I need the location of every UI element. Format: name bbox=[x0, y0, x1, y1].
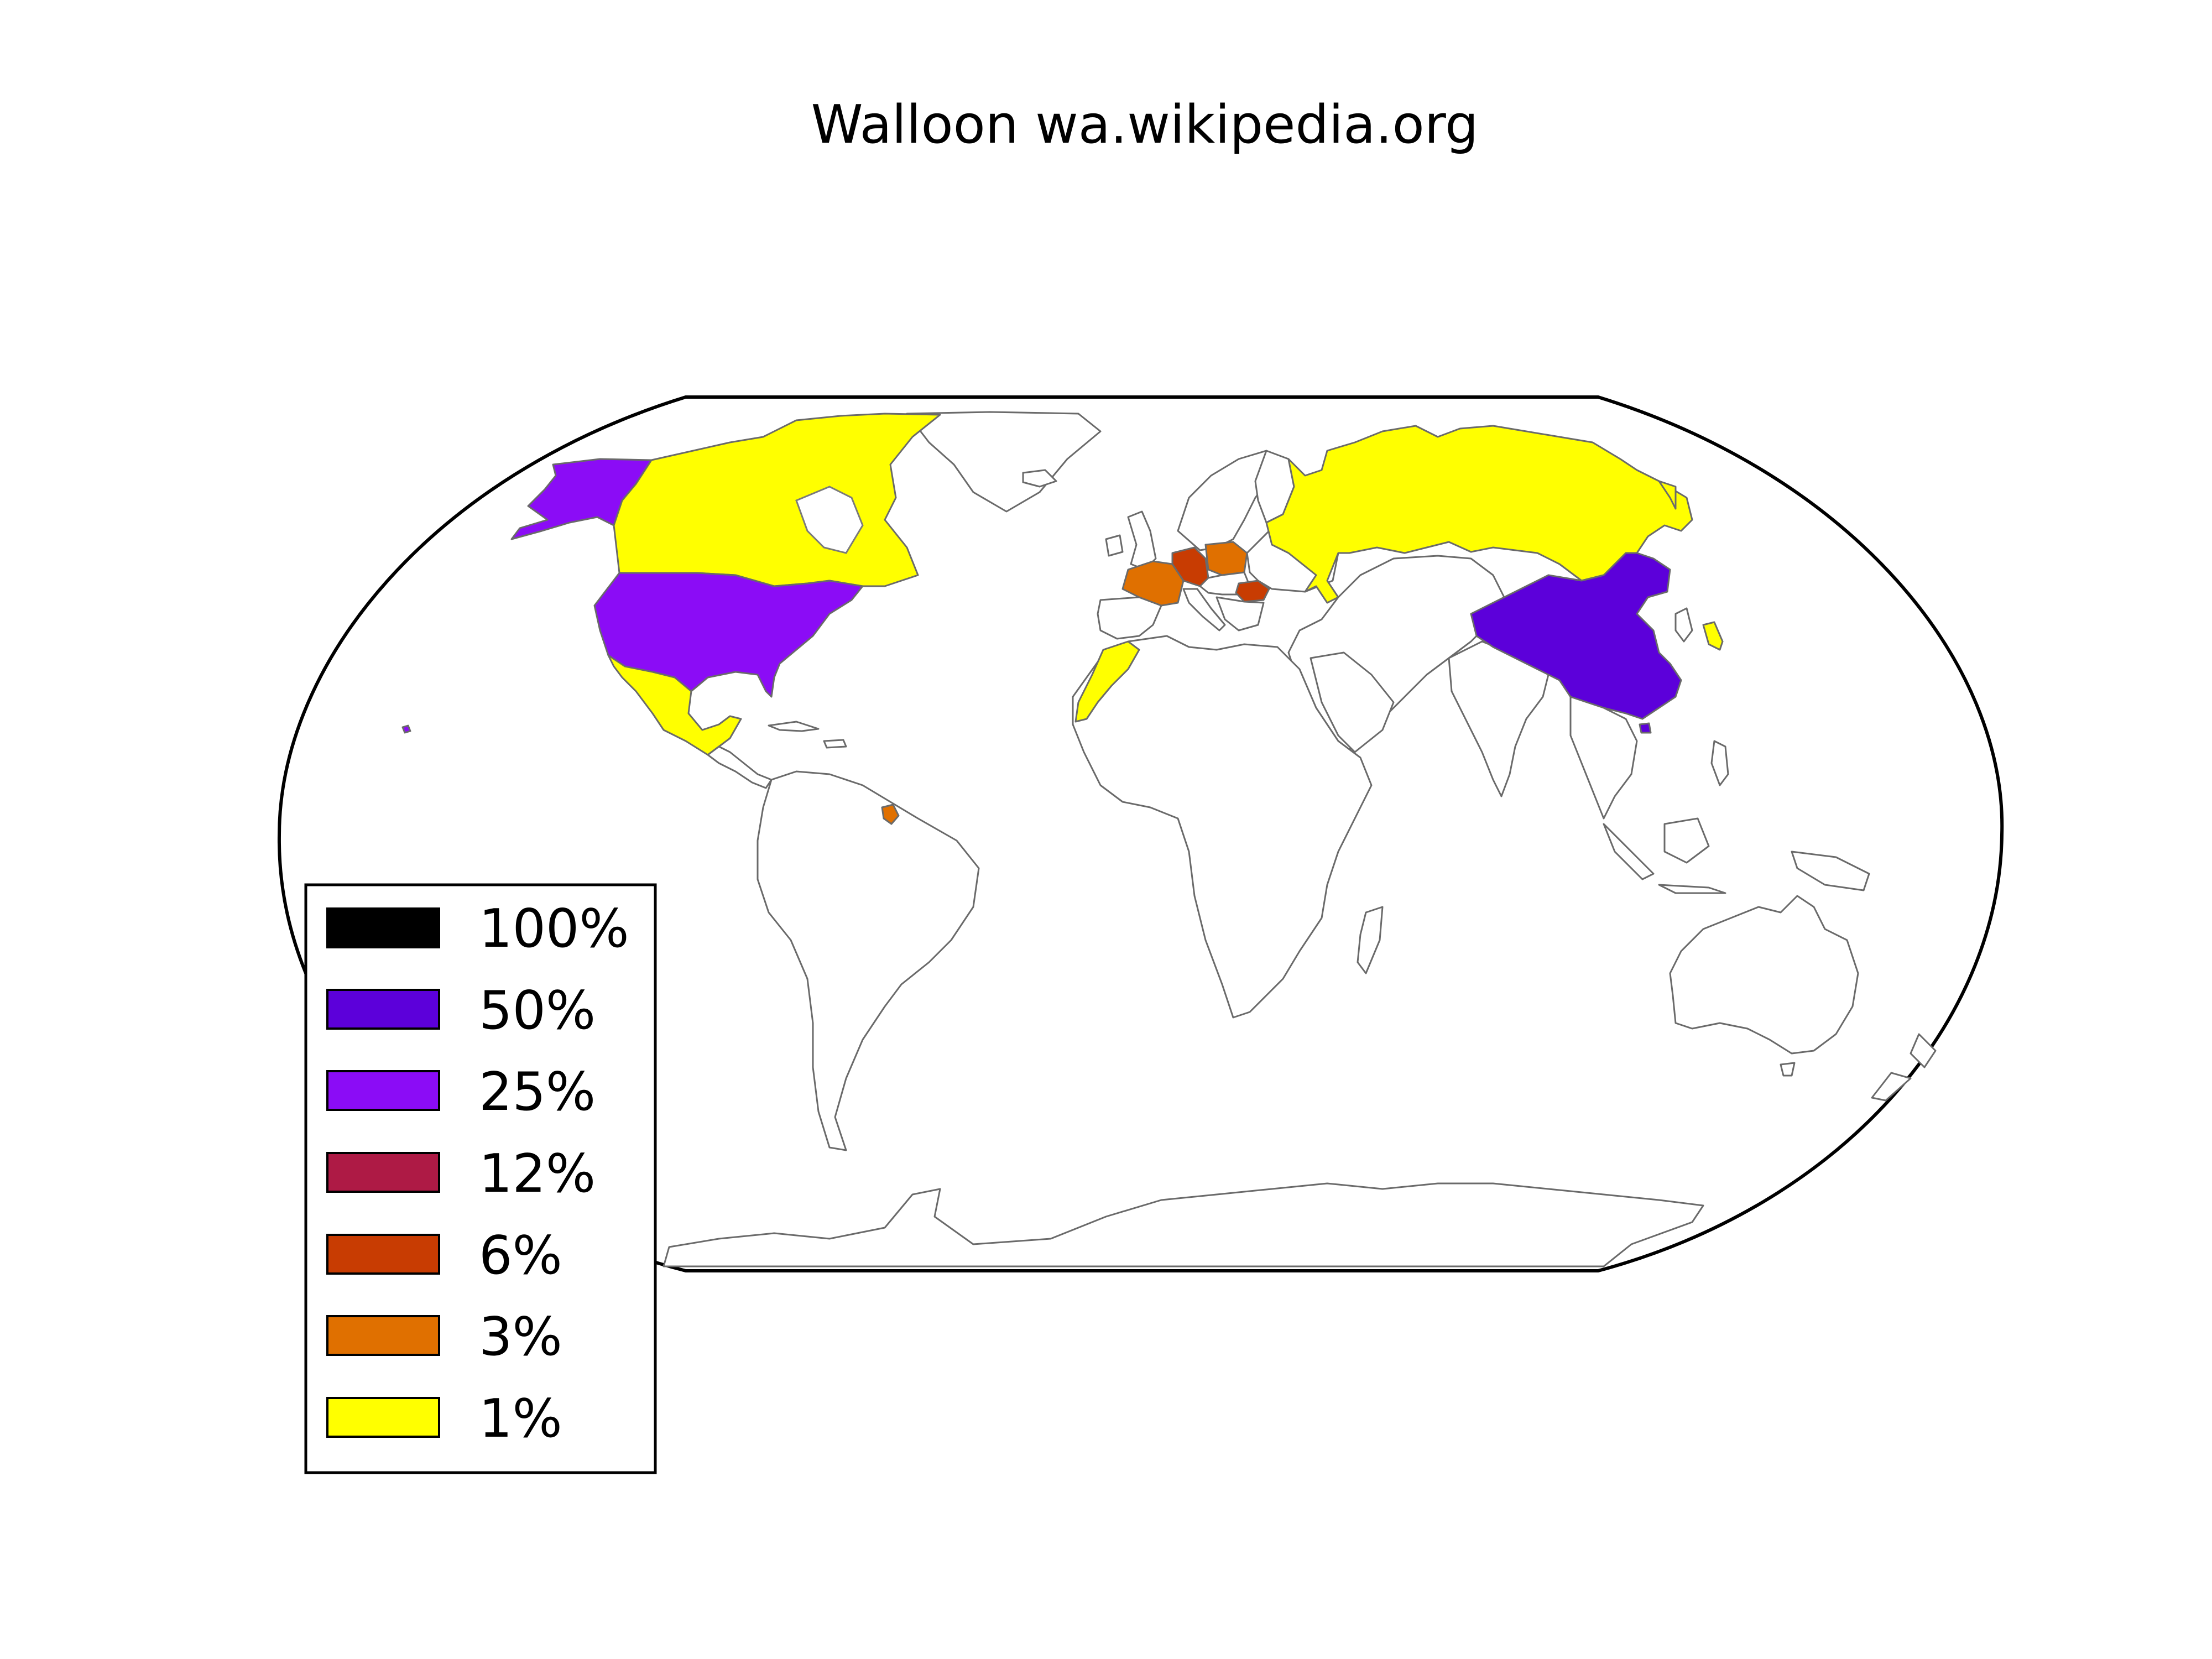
map-legend: 100% 50% 25% 12% 6% 3% 1% bbox=[304, 883, 657, 1474]
legend-label-1: 1% bbox=[479, 1389, 562, 1449]
region-russia-kamchatka bbox=[1658, 480, 1677, 510]
indonesia-sumatra bbox=[1603, 823, 1655, 880]
legend-swatch-100 bbox=[326, 907, 440, 948]
legend-swatch-12 bbox=[326, 1152, 440, 1193]
hudson-bay bbox=[795, 486, 864, 554]
region-french-guiana bbox=[881, 804, 900, 825]
legend-label-25: 25% bbox=[479, 1062, 596, 1123]
legend-swatch-1 bbox=[326, 1397, 440, 1438]
legend-label-12: 12% bbox=[479, 1144, 596, 1204]
australia bbox=[1669, 895, 1859, 1055]
madagascar bbox=[1357, 906, 1384, 974]
new-zealand-south bbox=[1871, 1072, 1912, 1102]
philippines bbox=[1710, 740, 1729, 786]
arabian-peninsula bbox=[1310, 651, 1395, 753]
region-mexico bbox=[607, 654, 742, 756]
ireland bbox=[1105, 534, 1124, 557]
region-china bbox=[1470, 552, 1682, 720]
map-title: Walloon wa.wikipedia.org bbox=[811, 95, 1479, 155]
italy bbox=[1182, 588, 1226, 632]
region-japan bbox=[1702, 621, 1724, 651]
region-hawaii bbox=[401, 724, 411, 734]
legend-swatch-3 bbox=[326, 1315, 440, 1356]
hispaniola bbox=[823, 739, 847, 749]
korea bbox=[1674, 607, 1693, 643]
new-guinea bbox=[1791, 851, 1870, 891]
southeast-asia bbox=[1569, 696, 1638, 820]
south-america bbox=[757, 770, 980, 1151]
legend-label-3: 3% bbox=[479, 1307, 562, 1368]
new-zealand bbox=[1910, 1033, 1937, 1068]
region-france bbox=[1121, 560, 1185, 607]
iceland bbox=[1022, 469, 1057, 488]
legend-swatch-50 bbox=[326, 989, 440, 1030]
region-china-hainan bbox=[1639, 722, 1652, 734]
greenland bbox=[906, 411, 1102, 513]
legend-swatch-6 bbox=[326, 1234, 440, 1275]
cuba bbox=[768, 721, 820, 732]
legend-label-6: 6% bbox=[479, 1225, 562, 1286]
landmasses bbox=[401, 411, 1937, 1267]
tasmania bbox=[1780, 1062, 1796, 1077]
legend-label-50: 50% bbox=[479, 980, 596, 1041]
balkans bbox=[1215, 596, 1265, 632]
indonesia-java bbox=[1658, 884, 1726, 894]
legend-swatch-25 bbox=[326, 1070, 440, 1111]
indonesia-borneo bbox=[1663, 817, 1710, 864]
africa bbox=[1072, 635, 1373, 1019]
region-russia bbox=[1265, 425, 1693, 604]
antarctica bbox=[662, 1182, 1704, 1267]
region-morocco bbox=[1074, 640, 1140, 723]
legend-label-100: 100% bbox=[479, 899, 629, 959]
